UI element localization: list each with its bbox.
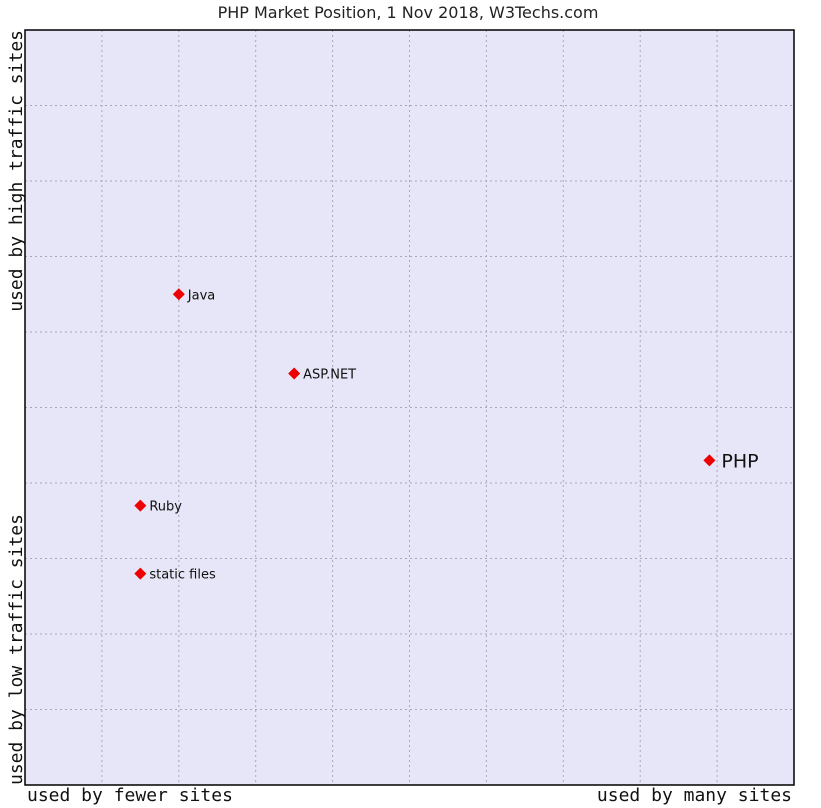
data-point-static-files (134, 567, 147, 580)
data-point-php (703, 454, 716, 467)
x-axis-label-right: used by many sites (597, 785, 792, 806)
data-label-static-files: static files (149, 568, 216, 583)
data-point-ruby (134, 499, 147, 512)
chart-title: PHP Market Position, 1 Nov 2018, W3Techs… (218, 3, 599, 22)
grid-lines (25, 30, 794, 785)
y-axis-label-bottom: used by low traffic sites (6, 514, 27, 785)
data-label-java: Java (187, 288, 215, 303)
plot-border (24, 29, 795, 786)
data-label-ruby: Ruby (149, 500, 182, 515)
data-label-php: PHP (721, 450, 758, 472)
x-axis-label-left: used by fewer sites (27, 785, 233, 806)
data-point-java (172, 288, 185, 301)
data-points: Java ASP.NET PHP Ruby static files (134, 288, 759, 583)
y-axis-label-top: used by high traffic sites (6, 30, 27, 312)
data-point-asp-net (288, 367, 301, 380)
data-label-asp-net: ASP.NET (303, 368, 356, 383)
